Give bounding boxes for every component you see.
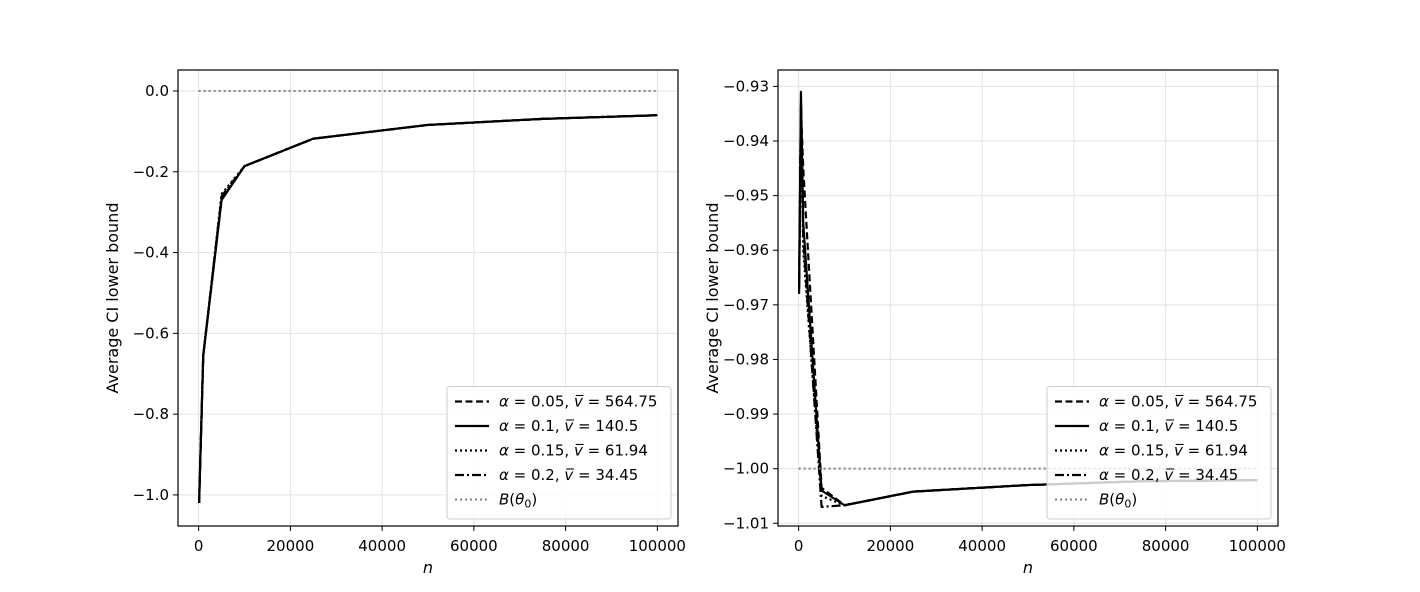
- x-tick-label: 40000: [358, 537, 406, 555]
- x-tick-label: 60000: [450, 537, 498, 555]
- x-tick-label: 80000: [1142, 537, 1190, 555]
- legend-label-1: α = 0.05, v̅ = 564.75: [1099, 393, 1257, 411]
- legend-label-2: α = 0.1, v̅ = 140.5: [499, 417, 638, 435]
- y-tick-label: −0.98: [723, 350, 769, 368]
- y-tick-label: −0.2: [133, 163, 169, 181]
- x-axis-label: n: [1023, 558, 1033, 577]
- y-tick-label: −0.6: [133, 324, 169, 342]
- y-tick-label: 0.0: [145, 82, 169, 100]
- x-tick-label: 0: [194, 537, 204, 555]
- chart-panel-2: 0 20000 40000 60000 80000 100000 −0.93 −0.94 −0.…: [703, 70, 1286, 577]
- x-tick-label: 80000: [542, 537, 590, 555]
- x-tick-label: 40000: [958, 537, 1006, 555]
- legend-label-3: α = 0.15, v̅ = 61.94: [499, 442, 648, 460]
- legend-label-4: α = 0.2, v̅ = 34.45: [1099, 466, 1238, 484]
- legend: α = 0.05, v̅ = 564.75 α = 0.1, v̅ = 140.5…: [447, 387, 671, 520]
- y-tick-label: −0.4: [133, 244, 169, 262]
- y-axis-label: Average CI lower bound: [703, 203, 722, 394]
- x-tick-label: 20000: [867, 537, 915, 555]
- x-tick-label: 0: [794, 537, 804, 555]
- legend: α = 0.05, v̅ = 564.75 α = 0.1, v̅ = 140.5…: [1047, 387, 1271, 520]
- legend-label-5: B(θ0): [499, 491, 537, 511]
- y-tick-label: −0.94: [723, 132, 769, 150]
- x-tick-label: 60000: [1050, 537, 1098, 555]
- y-tick-label: −0.96: [723, 241, 769, 259]
- y-tick-label: −1.01: [723, 514, 769, 532]
- legend-label-4: α = 0.2, v̅ = 34.45: [499, 466, 638, 484]
- y-tick-label: −1.0: [133, 486, 169, 504]
- x-tick-label: 20000: [267, 537, 315, 555]
- legend-label-5: B(θ0): [1099, 491, 1137, 511]
- x-axis-label: n: [423, 558, 433, 577]
- y-tick-label: −0.95: [723, 187, 769, 205]
- x-tick-label: 100000: [1229, 537, 1286, 555]
- y-tick-label: −0.99: [723, 405, 769, 423]
- legend-label-2: α = 0.1, v̅ = 140.5: [1099, 417, 1238, 435]
- y-tick-label: −0.8: [133, 405, 169, 423]
- y-axis-label: Average CI lower bound: [103, 203, 122, 394]
- y-tick-label: −1.00: [723, 460, 769, 478]
- x-tick-label: 100000: [629, 537, 686, 555]
- chart-panel-1: 0 20000 40000 60000 80000 100000 0.0 −0.2 −0.4 −0…: [103, 70, 686, 577]
- legend-label-1: α = 0.05, v̅ = 564.75: [499, 393, 657, 411]
- y-tick-label: −0.93: [723, 77, 769, 95]
- legend-label-3: α = 0.15, v̅ = 61.94: [1099, 442, 1248, 460]
- y-tick-label: −0.97: [723, 296, 769, 314]
